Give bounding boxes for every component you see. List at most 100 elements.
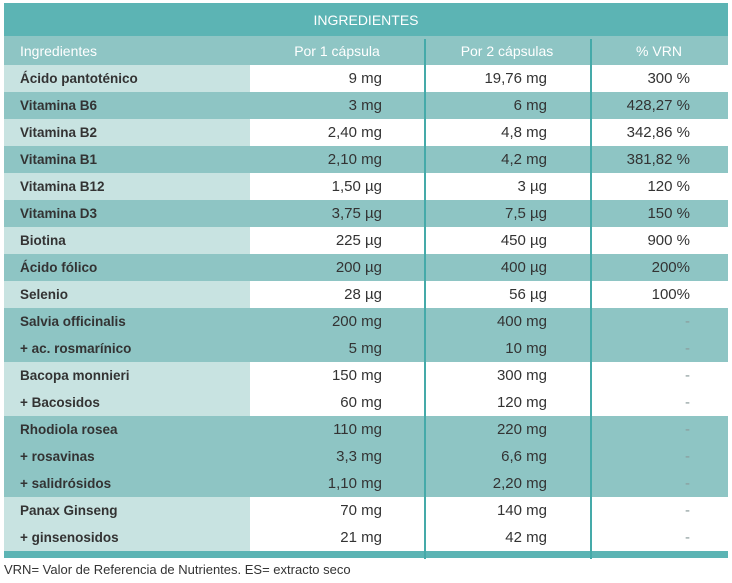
per-2-capsules-value: 10 mg <box>505 340 547 357</box>
per-1-capsule-value: 200 mg <box>331 313 382 330</box>
ingredient-name: + ginsenosidos <box>4 524 250 551</box>
column-divider <box>590 39 592 559</box>
per-1-capsule-value: 70 mg <box>340 502 382 519</box>
per-1-capsule-value: 2,40 mg <box>327 124 382 141</box>
per-2-capsules-value: 400 mg <box>496 313 547 330</box>
table-title: INGREDIENTES <box>4 3 728 36</box>
per-1-capsule-value: 200 µg <box>335 259 382 276</box>
per-1-capsule-value: 5 mg <box>348 340 382 357</box>
per-2-capsules-value: 19,76 mg <box>484 70 547 87</box>
per-2-capsules-value: 4,2 mg <box>501 151 547 168</box>
table-row: Vitamina B2 2,40 mg 4,8 mg 342,86 % <box>4 119 728 146</box>
vrn-value: - <box>685 529 690 546</box>
table-row: Ácido fólico 200 µg 400 µg 200% <box>4 254 728 281</box>
ingredient-name: Rhodiola rosea <box>20 422 118 437</box>
table-row: + rosavinas 3,3 mg 6,6 mg - <box>4 443 728 470</box>
per-1-capsule-value: 2,10 mg <box>327 151 382 168</box>
vrn-value: - <box>685 394 690 411</box>
per-1-capsule-value: 150 mg <box>331 367 382 384</box>
per-1-capsule-value: 9 mg <box>348 70 382 87</box>
table-row: Vitamina B12 1,50 µg 3 µg 120 % <box>4 173 728 200</box>
column-header-row: Ingredientes Por 1 cápsula Por 2 cápsula… <box>4 36 728 65</box>
vrn-value: 900 % <box>647 232 690 249</box>
vrn-value: 300 % <box>647 70 690 87</box>
ingredient-name: Biotina <box>4 227 250 254</box>
ingredient-name: Vitamina B12 <box>4 173 250 200</box>
table-row: Salvia officinalis 200 mg 400 mg - <box>4 308 728 335</box>
ingredient-name: Bacopa monnieri <box>4 362 250 389</box>
table-row: Vitamina B6 3 mg 6 mg 428,27 % <box>4 92 728 119</box>
table-row: + Bacosidos 60 mg 120 mg - <box>4 389 728 416</box>
table-row: Rhodiola rosea 110 mg 220 mg - <box>4 416 728 443</box>
vrn-value: - <box>685 475 690 492</box>
per-2-capsules-value: 450 µg <box>500 232 547 249</box>
per-1-capsule-value: 3,75 µg <box>331 205 382 222</box>
ingredient-name: Vitamina D3 <box>20 206 98 221</box>
ingredient-name: + ac. rosmarínico <box>20 341 132 356</box>
vrn-value: - <box>685 448 690 465</box>
per-2-capsules-value: 300 mg <box>496 367 547 384</box>
per-2-capsules-value: 220 mg <box>496 421 547 438</box>
header-por-1-capsula: Por 1 cápsula <box>294 42 380 59</box>
per-2-capsules-value: 140 mg <box>496 502 547 519</box>
vrn-value: - <box>685 313 690 330</box>
per-2-capsules-value: 56 µg <box>509 286 547 303</box>
per-2-capsules-value: 3 µg <box>517 178 548 195</box>
ingredient-name: Ácido fólico <box>20 260 98 275</box>
vrn-value: 200% <box>651 259 690 276</box>
ingredient-name: Vitamina B6 <box>20 98 98 113</box>
vrn-value: - <box>685 421 690 438</box>
table-row: + ginsenosidos 21 mg 42 mg - <box>4 524 728 551</box>
per-2-capsules-value: 4,8 mg <box>501 124 547 141</box>
vrn-value: 381,82 % <box>626 151 690 168</box>
per-1-capsule-value: 1,10 mg <box>327 475 382 492</box>
ingredient-name: Panax Ginseng <box>4 497 250 524</box>
table-row: Biotina 225 µg 450 µg 900 % <box>4 227 728 254</box>
footnote: VRN= Valor de Referencia de Nutrientes. … <box>4 562 351 577</box>
ingredient-name: Vitamina B2 <box>4 119 250 146</box>
vrn-value: 342,86 % <box>626 124 690 141</box>
per-2-capsules-value: 120 mg <box>496 394 547 411</box>
per-2-capsules-value: 7,5 µg <box>504 205 547 222</box>
per-1-capsule-value: 3,3 mg <box>336 448 382 465</box>
ingredient-name: + Bacosidos <box>4 389 250 416</box>
per-1-capsule-value: 225 µg <box>335 232 382 249</box>
per-1-capsule-value: 1,50 µg <box>331 178 382 195</box>
per-2-capsules-value: 6 mg <box>513 97 547 114</box>
vrn-value: - <box>685 502 690 519</box>
table-row: Vitamina B1 2,10 mg 4,2 mg 381,82 % <box>4 146 728 173</box>
per-1-capsule-value: 60 mg <box>340 394 382 411</box>
vrn-value: 150 % <box>647 205 690 222</box>
vrn-value: - <box>685 340 690 357</box>
ingredient-name: Ácido pantoténico <box>4 65 250 92</box>
per-2-capsules-value: 2,20 mg <box>492 475 547 492</box>
per-1-capsule-value: 3 mg <box>348 97 382 114</box>
table-row: Ácido pantoténico 9 mg 19,76 mg 300 % <box>4 65 728 92</box>
table-row: + salidrósidos 1,10 mg 2,20 mg - <box>4 470 728 497</box>
table-row: Panax Ginseng 70 mg 140 mg - <box>4 497 728 524</box>
vrn-value: 120 % <box>647 178 690 195</box>
per-1-capsule-value: 110 mg <box>333 421 382 438</box>
per-2-capsules-value: 400 µg <box>500 259 547 276</box>
header-vrn: % VRN <box>636 42 682 59</box>
vrn-value: 100% <box>651 286 690 303</box>
ingredient-name: Salvia officinalis <box>20 314 126 329</box>
per-1-capsule-value: 21 mg <box>340 529 382 546</box>
ingredient-name: Vitamina B1 <box>20 152 98 167</box>
table-bottom-bar <box>4 551 728 558</box>
per-2-capsules-value: 6,6 mg <box>501 448 547 465</box>
table-row: Vitamina D3 3,75 µg 7,5 µg 150 % <box>4 200 728 227</box>
table-row: Bacopa monnieri 150 mg 300 mg - <box>4 362 728 389</box>
table-row: Selenio 28 µg 56 µg 100% <box>4 281 728 308</box>
header-ingredientes: Ingredientes <box>20 42 98 59</box>
ingredient-name: + salidrósidos <box>20 476 112 491</box>
ingredient-name: Selenio <box>4 281 250 308</box>
vrn-value: 428,27 % <box>626 97 690 114</box>
ingredient-name: + rosavinas <box>20 449 95 464</box>
per-1-capsule-value: 28 µg <box>344 286 382 303</box>
column-divider <box>424 39 426 559</box>
header-por-2-capsulas: Por 2 cápsulas <box>460 42 554 59</box>
vrn-value: - <box>685 367 690 384</box>
table-body: Ácido pantoténico 9 mg 19,76 mg 300 % Vitami… <box>4 65 728 551</box>
per-2-capsules-value: 42 mg <box>505 529 547 546</box>
